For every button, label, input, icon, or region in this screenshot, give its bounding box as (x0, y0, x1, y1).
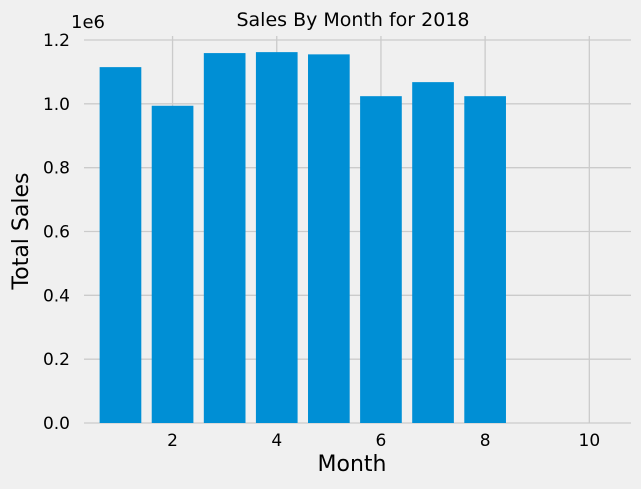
bar-month-5 (308, 54, 350, 424)
bar-month-1 (99, 67, 142, 424)
x-tick-label: 10 (579, 431, 601, 451)
bar-month-6 (360, 96, 402, 423)
bar-month-8 (464, 96, 506, 423)
y-tick-label: 1.2 (43, 31, 70, 51)
bars (99, 52, 506, 424)
y-tick-labels: 0.0 0.2 0.4 0.6 0.8 1.0 1.2 (43, 31, 70, 434)
y-tick-label: 0.2 (43, 350, 70, 370)
bar-month-3 (203, 53, 246, 423)
x-tick-label: 8 (480, 431, 491, 451)
x-tick-labels: 2 4 6 8 10 (167, 431, 600, 451)
y-tick-label: 1.0 (43, 95, 70, 115)
x-axis-label: Month (318, 452, 387, 477)
y-tick-label: 0.0 (43, 414, 70, 434)
bar-month-4 (255, 52, 298, 424)
y-tick-label: 0.6 (43, 223, 70, 243)
y-tick-label: 0.4 (43, 286, 70, 306)
chart-title: Sales By Month for 2018 (236, 9, 469, 31)
y-offset-label: 1e6 (71, 12, 105, 33)
x-tick-label: 6 (376, 431, 387, 451)
bar-month-2 (151, 105, 194, 423)
x-tick-label: 2 (167, 431, 178, 451)
bar-month-7 (412, 82, 454, 423)
x-tick-label: 4 (271, 431, 282, 451)
y-axis-label: Total Sales (9, 173, 34, 291)
y-tick-label: 0.8 (43, 159, 70, 179)
